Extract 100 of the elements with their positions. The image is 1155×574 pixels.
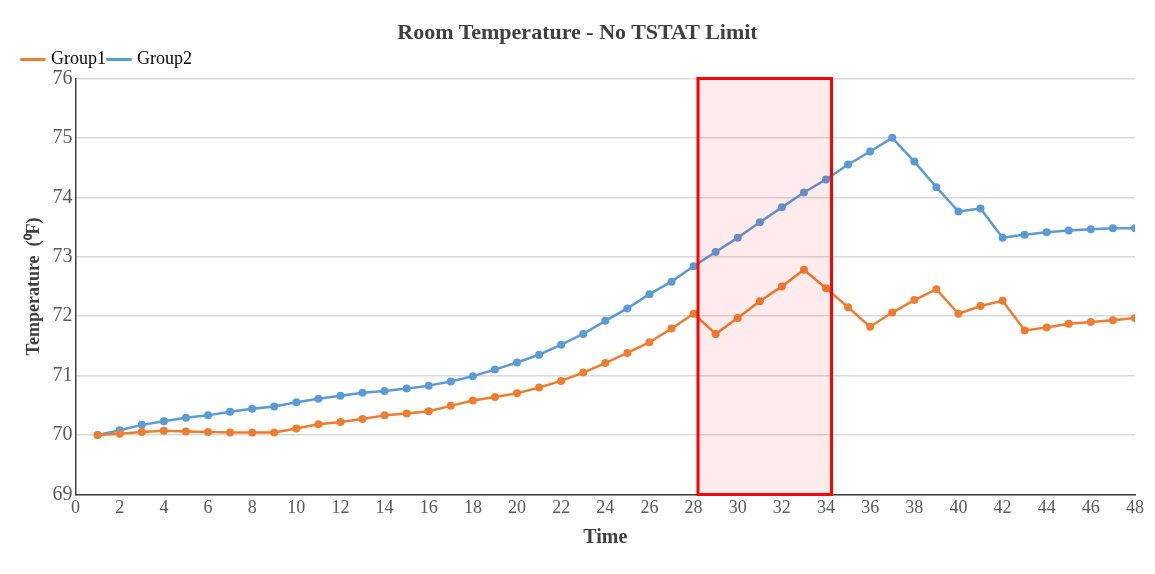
x-tick-label: 4: [159, 496, 169, 517]
y-tick-label: 69: [52, 481, 73, 504]
point: [866, 322, 875, 331]
point: [468, 372, 477, 381]
point: [998, 296, 1007, 305]
point: [314, 420, 323, 429]
x-tick-label: 30: [728, 496, 747, 517]
point: [314, 394, 323, 403]
point: [402, 384, 411, 393]
point: [910, 157, 919, 166]
point: [1042, 323, 1051, 332]
point: [336, 391, 345, 400]
point: [711, 329, 720, 338]
y-tick-label: 71: [52, 362, 73, 385]
point: [557, 376, 566, 385]
point: [270, 402, 279, 411]
point: [998, 233, 1007, 242]
point: [910, 296, 919, 305]
x-tick-label: 18: [463, 496, 482, 517]
point: [292, 424, 301, 433]
point: [159, 417, 168, 426]
x-tick-label: 6: [203, 496, 213, 517]
x-tick-label: 2: [115, 496, 125, 517]
point: [226, 428, 235, 437]
x-tick-label: 26: [640, 496, 659, 517]
y-tick-label: 70: [52, 422, 73, 445]
point: [490, 392, 499, 401]
chart-title: Room Temperature - No TSTAT Limit: [397, 18, 759, 44]
point: [226, 407, 235, 416]
point: [579, 368, 588, 377]
x-tick-label: 24: [596, 496, 615, 517]
point: [513, 389, 522, 398]
point: [513, 358, 522, 367]
y-tick-label: 75: [52, 125, 73, 148]
point: [358, 388, 367, 397]
point: [711, 247, 720, 256]
point: [623, 304, 632, 313]
x-tick-label: 10: [287, 496, 306, 517]
point: [1042, 228, 1051, 237]
x-tick-label: 28: [684, 496, 703, 517]
x-tick-label: 44: [1037, 496, 1056, 517]
point: [777, 282, 786, 291]
point: [1020, 230, 1029, 239]
point: [954, 207, 963, 216]
point: [645, 338, 654, 347]
x-tick-label: 34: [817, 496, 836, 517]
point: [181, 413, 190, 422]
point: [888, 133, 897, 142]
x-tick-label: 0: [71, 496, 81, 517]
point: [755, 218, 764, 227]
x-tick-label: 8: [247, 496, 257, 517]
point: [1064, 319, 1073, 328]
point: [468, 396, 477, 405]
x-tick-label: 14: [375, 496, 394, 517]
point: [976, 302, 985, 311]
point: [932, 285, 941, 294]
point: [1086, 318, 1095, 327]
x-axis-title: Time: [583, 525, 628, 548]
point: [380, 386, 389, 395]
legend-label: Group2: [136, 48, 192, 69]
point: [535, 350, 544, 359]
point: [490, 365, 499, 374]
point: [137, 420, 146, 429]
point: [844, 303, 853, 312]
x-tick-label: 16: [419, 496, 438, 517]
y-tick-label: 72: [52, 303, 73, 326]
point: [380, 411, 389, 420]
point: [1108, 224, 1117, 233]
point: [248, 404, 257, 413]
point: [446, 401, 455, 410]
x-tick-label: 32: [772, 496, 791, 517]
point: [204, 428, 213, 436]
x-tick-label: 48: [1126, 496, 1144, 517]
x-tick-label: 22: [552, 496, 571, 517]
point: [623, 348, 632, 357]
point: [270, 428, 279, 437]
point: [557, 340, 566, 349]
point: [866, 147, 875, 156]
y-tick-label: 73: [52, 243, 73, 266]
point: [733, 313, 742, 322]
point: [424, 381, 433, 390]
point: [844, 160, 853, 169]
point: [954, 309, 963, 318]
x-tick-label: 20: [508, 496, 527, 517]
point: [601, 359, 610, 368]
x-tick-label: 42: [993, 496, 1012, 517]
point: [1086, 225, 1095, 234]
y-tick-label: 74: [52, 184, 73, 207]
point: [424, 407, 433, 416]
point: [1020, 326, 1029, 335]
point: [402, 409, 411, 418]
point: [667, 324, 676, 333]
x-tick-label: 38: [905, 496, 924, 517]
point: [358, 414, 367, 423]
point: [777, 203, 786, 212]
y-axis-title: Temperature (⁰F): [23, 217, 45, 356]
point: [799, 188, 808, 197]
point: [1108, 316, 1117, 325]
point: [799, 265, 808, 274]
point: [336, 417, 345, 426]
